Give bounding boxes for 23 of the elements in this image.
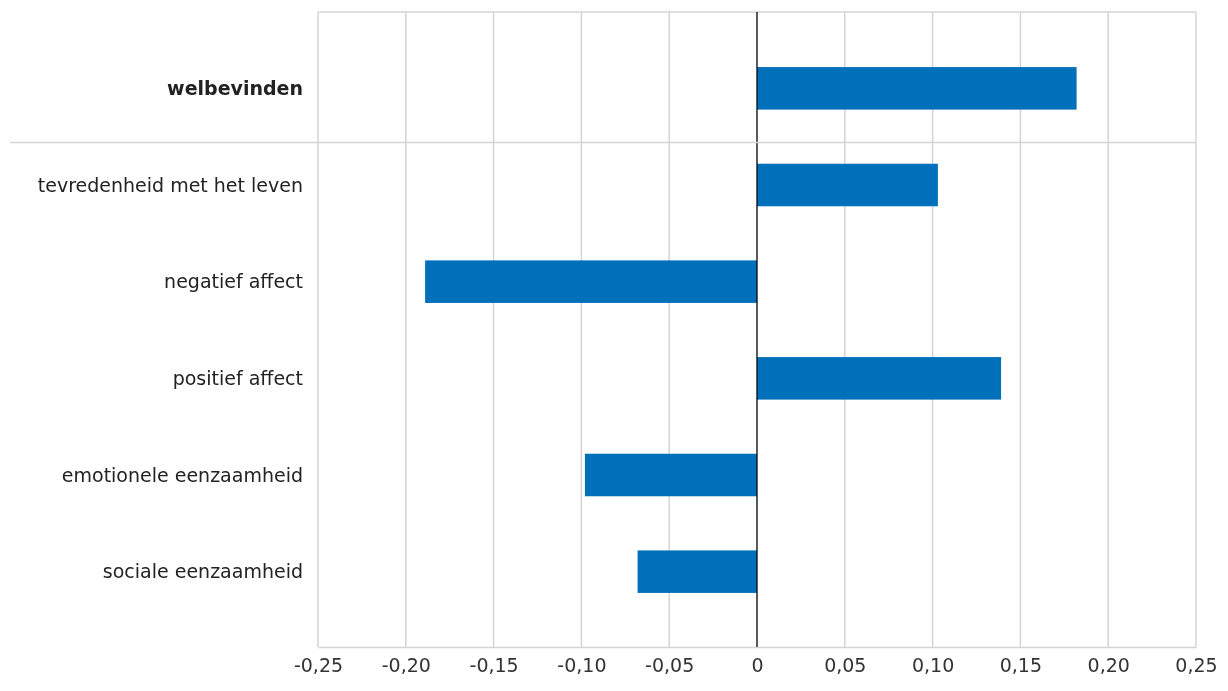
bar: [637, 550, 757, 593]
bar: [757, 67, 1077, 110]
x-tick-label: -0,15: [469, 654, 519, 677]
x-tick-label: 0,25: [1175, 654, 1218, 677]
x-tick-label: 0,20: [1087, 654, 1130, 677]
y-tick-label: negatief affect: [164, 270, 303, 293]
x-tick-label: 0,05: [824, 654, 867, 677]
y-tick-label: positief affect: [172, 366, 303, 389]
bar: [757, 357, 1002, 400]
x-tick-label: 0,10: [911, 654, 955, 677]
x-tick-label: -0,10: [557, 654, 607, 677]
x-tick-label: -0,05: [645, 654, 695, 677]
y-tick-label: sociale eenzaamheid: [102, 560, 303, 583]
bar: [425, 260, 757, 303]
x-tick-label: 0: [751, 654, 764, 677]
bar: [584, 453, 757, 497]
bar: [757, 163, 938, 207]
y-tick-label: tevredenheid met het leven: [37, 173, 303, 196]
x-tick-label: -0,25: [293, 654, 344, 677]
y-tick-label: welbevinden: [167, 76, 303, 99]
x-tick-label: 0,15: [999, 654, 1043, 677]
x-tick-label: -0,20: [381, 654, 431, 677]
y-tick-label: emotionele eenzaamheid: [61, 463, 303, 486]
